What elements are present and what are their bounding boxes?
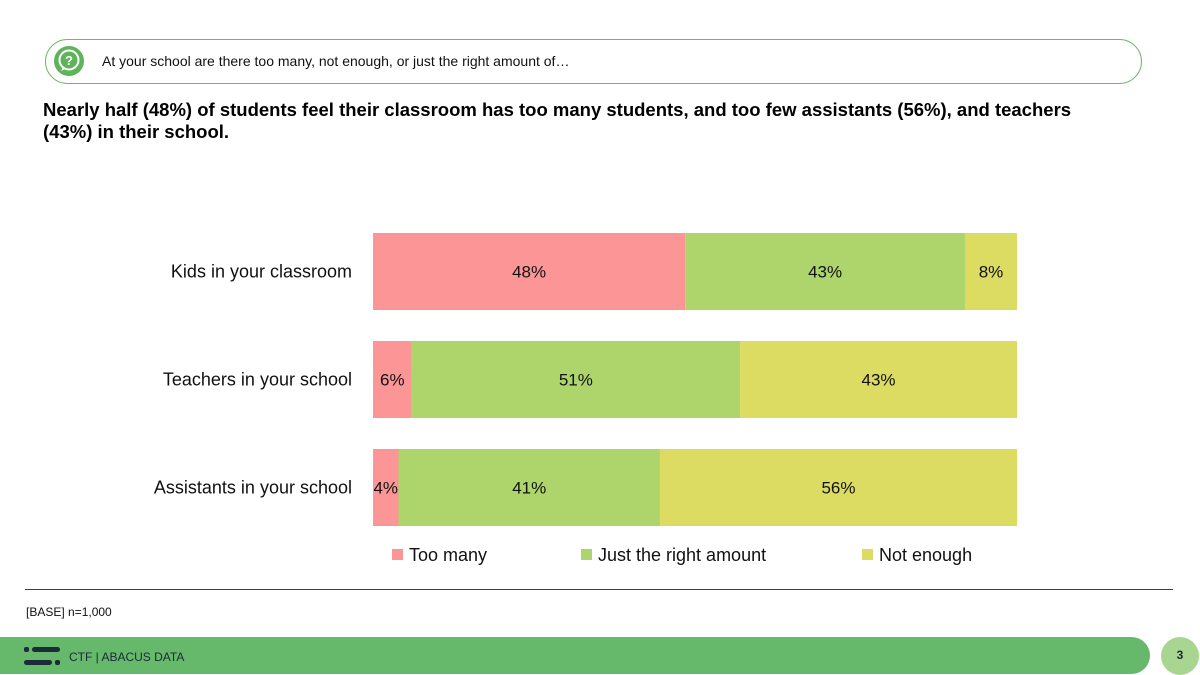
bar-segment	[398, 449, 660, 526]
question-box: ? At your school are there too many, not…	[45, 39, 1142, 84]
svg-text:?: ?	[65, 53, 73, 68]
headline: Nearly half (48%) of students feel their…	[43, 99, 1072, 142]
divider	[25, 589, 1173, 590]
legend-label: Not enough	[879, 545, 972, 565]
data-label: 43%	[862, 371, 896, 390]
page-number: 3	[1176, 648, 1184, 662]
bar-segment	[685, 233, 965, 310]
data-label: 4%	[373, 479, 398, 498]
bar-segment	[373, 449, 399, 526]
bar-segment	[964, 233, 1017, 310]
base-note: [BASE] n=1,000	[26, 605, 112, 619]
data-label: 56%	[821, 479, 855, 498]
legend-label: Just the right amount	[598, 545, 766, 565]
data-label: 48%	[512, 263, 546, 282]
legend-swatch	[581, 549, 592, 560]
data-label: 8%	[979, 263, 1004, 282]
data-label: 51%	[559, 371, 593, 390]
question-text: At your school are there too many, not e…	[102, 53, 570, 69]
bar-segment	[373, 233, 686, 310]
bar-segment	[373, 341, 412, 418]
bar-segment	[659, 449, 1017, 526]
footer-text: CTF | ABACUS DATA	[69, 650, 185, 664]
row-label: Assistants in your school	[154, 478, 352, 498]
row-label: Teachers in your school	[163, 370, 352, 390]
stacked-bar-chart: Kids in your classroom 48% 43% 8% Teachers i…	[154, 233, 1017, 565]
legend-swatch	[862, 549, 873, 560]
bar-segment	[740, 341, 1017, 418]
bar-segment	[411, 341, 741, 418]
ctf-logo-icon	[24, 647, 60, 665]
data-label: 6%	[380, 371, 405, 390]
data-label: 43%	[808, 263, 842, 282]
page-number-badge: 3	[1161, 637, 1199, 675]
footer-bar: CTF | ABACUS DATA	[0, 637, 1150, 674]
question-icon: ?	[54, 46, 84, 76]
row-label: Kids in your classroom	[171, 262, 352, 282]
data-label: 41%	[512, 479, 546, 498]
legend-label: Too many	[409, 545, 487, 565]
legend-swatch	[392, 549, 403, 560]
